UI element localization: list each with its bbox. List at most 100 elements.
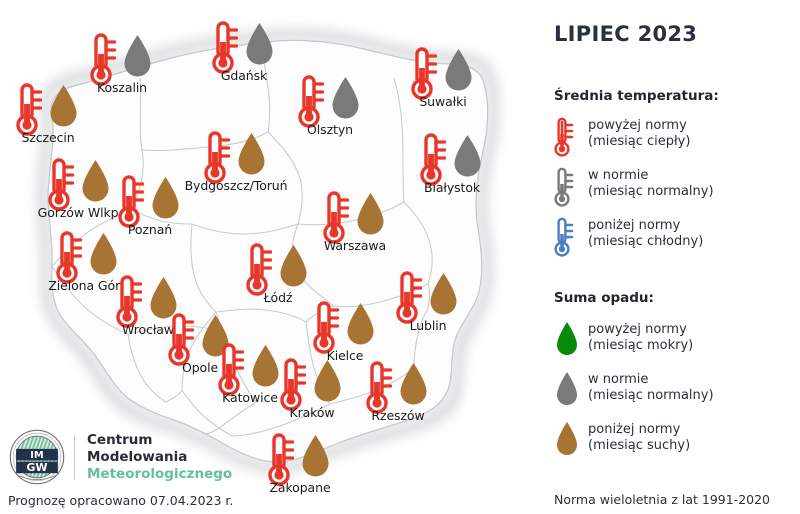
legend-item-temp-above: powyżej normy (miesiąc ciepły) [554, 116, 690, 160]
thermometer-icon [323, 191, 350, 244]
thermometer-icon [298, 75, 325, 128]
thermometer-icon [218, 343, 245, 396]
water-drop-icon [430, 273, 457, 315]
legend-precip-normal-line1: w normie [588, 372, 649, 387]
legend-item-temp-normal: w normie (miesiąc normalny) [554, 166, 714, 210]
legend-precip-above-line1: powyżej normy [588, 322, 687, 337]
city-icons [279, 355, 346, 417]
water-drop-icon [554, 320, 588, 360]
legend-temp-normal-line1: w normie [588, 168, 649, 183]
legend-item-temp-below: poniżej normy (miesiąc chłodny) [554, 216, 703, 260]
legend-precip-normal-line2: (miesiąc normalny) [588, 388, 714, 403]
city-icons [115, 272, 182, 334]
city-label: Lublin [409, 318, 447, 333]
imgw-logo-text-bottom: GW [26, 461, 47, 474]
city-label: Koszalin [96, 80, 148, 95]
temperature-legend-heading: Średnia temperatura: [554, 88, 719, 104]
city-label: Szczecin [21, 130, 75, 145]
legend-temp-above-text: powyżej normy (miesiąc ciepły) [588, 116, 690, 150]
legend-temp-above-line1: powyżej normy [588, 118, 687, 133]
water-drop-icon [202, 315, 229, 357]
water-drop-icon [252, 345, 279, 387]
legend-temp-above-line2: (miesiąc ciepły) [588, 134, 691, 149]
legend-temp-normal-line2: (miesiąc normalny) [588, 184, 714, 199]
legend-panel: LIPIEC 2023 Średnia temperatura: powy [540, 0, 800, 514]
city-label: Zielona Góra [48, 278, 128, 293]
legend-item-precip-above: powyżej normy (miesiąc mokry) [554, 320, 693, 360]
city-icons [410, 44, 477, 106]
thermometer-icon [280, 358, 307, 411]
city-icons [167, 310, 234, 372]
water-drop-icon [50, 85, 77, 127]
water-drop-icon [82, 160, 109, 202]
thermometer-icon [116, 275, 143, 328]
legend-precip-above-text: powyżej normy (miesiąc mokry) [588, 320, 693, 354]
city-icons [297, 72, 364, 134]
city-label: Gorzów Wlkp. [37, 205, 123, 220]
legend-precip-below-line2: (miesiąc suchy) [588, 438, 691, 453]
thermometer-icon [420, 133, 447, 186]
thermometer-icon [48, 158, 75, 211]
city-label: Poznań [127, 222, 173, 237]
city-label: Opole [181, 360, 219, 375]
legend-temp-below-line1: poniżej normy [588, 218, 681, 233]
legend-temp-below-line2: (miesiąc chłodny) [588, 234, 704, 249]
water-drop-icon [400, 363, 427, 405]
city-label: Kraków [289, 405, 335, 420]
legend-temp-below-text: poniżej normy (miesiąc chłodny) [588, 216, 703, 250]
city-icons [217, 340, 284, 402]
thermometer-icon [168, 313, 195, 366]
thermometer-icon [204, 131, 231, 184]
city-icons [312, 298, 379, 360]
city-icons [245, 240, 312, 302]
city-icons [419, 130, 486, 192]
thermometer-icon [366, 361, 393, 414]
city-icons [267, 430, 334, 492]
water-drop-icon [246, 23, 273, 65]
norm-period-note: Norma wieloletnia z lat 1991-2020 [554, 492, 771, 507]
city-icons [211, 18, 278, 80]
city-icons [89, 30, 156, 92]
city-icons [322, 188, 389, 250]
city-icons [203, 128, 270, 190]
city-label: Bydgoszcz/Toruń [184, 178, 288, 193]
thermometer-icon [246, 243, 273, 296]
water-drop-icon [445, 49, 472, 91]
thermometer-icon [411, 47, 438, 100]
water-drop-icon [238, 133, 265, 175]
water-drop-icon [124, 35, 151, 77]
water-drop-icon [332, 77, 359, 119]
imgw-logo-icon: IM GW [9, 429, 65, 485]
legend-precip-normal-text: w normie (miesiąc normalny) [588, 370, 714, 404]
city-icons [395, 268, 462, 330]
water-drop-icon [280, 245, 307, 287]
logo-line-1: Centrum [87, 431, 153, 448]
imgw-logo-block: IM GW Centrum Modelowania Meteorologiczn… [8, 428, 232, 486]
water-drop-icon [357, 193, 384, 235]
city-label: Olsztyn [307, 122, 353, 137]
poland-map-svg [36, 28, 500, 474]
imgw-logo-text-top: IM [30, 450, 43, 461]
thermometer-icon [90, 33, 117, 86]
water-drop-icon [90, 233, 117, 275]
city-label: Wrocław [122, 322, 174, 337]
thermometer-icon [118, 175, 145, 228]
city-icons [47, 155, 114, 217]
imgw-logo-wordmark: Centrum Modelowania Meteorologicznego [87, 432, 232, 483]
water-drop-icon [347, 303, 374, 345]
city-icons [55, 228, 122, 290]
legend-precip-above-line2: (miesiąc mokry) [588, 338, 694, 353]
city-icons [15, 80, 82, 142]
thermometer-icon [313, 301, 340, 354]
water-drop-icon [152, 177, 179, 219]
precipitation-legend-heading: Suma opadu: [554, 290, 654, 306]
logo-line-3: Meteorologicznego [87, 465, 233, 482]
city-icons [365, 358, 432, 420]
legend-temp-normal-text: w normie (miesiąc normalny) [588, 166, 714, 200]
thermometer-icon [396, 271, 423, 324]
thermometer-icon [56, 231, 83, 284]
water-drop-icon [150, 277, 177, 319]
water-drop-icon [302, 435, 329, 477]
poland-map-panel: Szczecin Koszalin Gdańsk Olsztyn Suwałki Biał… [8, 18, 500, 508]
